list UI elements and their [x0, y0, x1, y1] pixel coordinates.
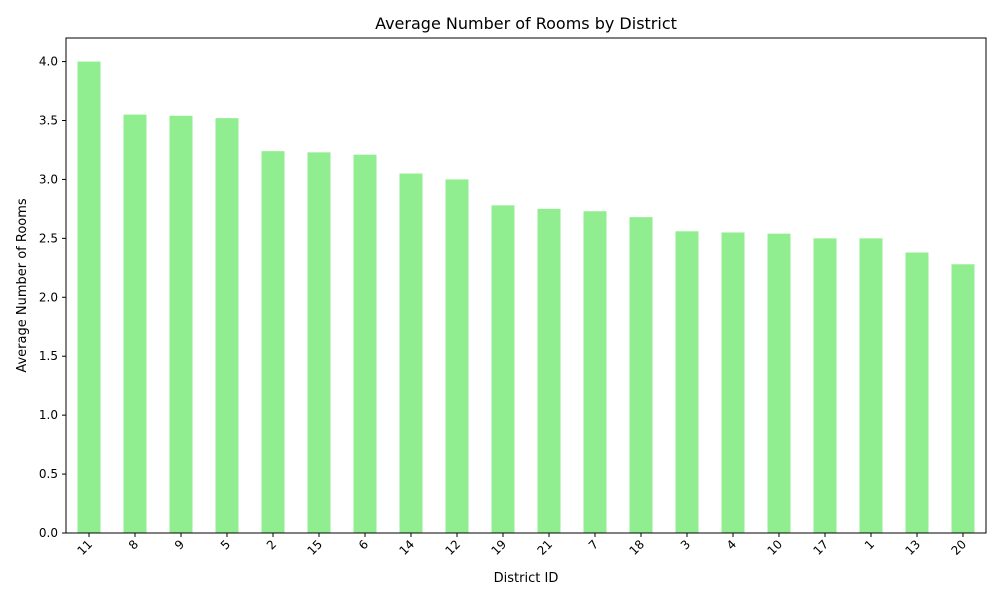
bar-district-7: [583, 211, 607, 533]
x-tick-label: 5: [218, 537, 233, 552]
y-tick-label: 2.5: [39, 231, 58, 245]
plot-frame: [65, 37, 987, 534]
y-axis-ticks: 0.0 0.5 1.0 1.5 2.0 2.5 3.0 3.5 4.0: [39, 55, 66, 540]
y-axis-label: Average Number of Rooms: [15, 198, 30, 373]
bar-district-5: [215, 118, 239, 534]
bar-district-9: [169, 115, 193, 534]
bar-district-3: [675, 231, 699, 534]
x-tick-label: 19: [488, 537, 509, 558]
x-tick-label: 8: [126, 537, 141, 552]
x-tick-label: 4: [724, 537, 739, 552]
x-tick-label: 9: [172, 537, 187, 552]
chart-title: Average Number of Rooms by District: [375, 14, 677, 33]
bar-district-12: [445, 179, 469, 533]
bar-district-14: [399, 173, 423, 534]
bar-district-21: [537, 208, 561, 533]
bar-district-11: [77, 61, 101, 533]
bar-district-19: [491, 205, 515, 533]
x-tick-label: 12: [442, 537, 463, 558]
y-tick-label: 4.0: [39, 55, 58, 69]
bar-district-4: [721, 232, 745, 533]
x-axis-ticks: 11 8 9 5 2 15 6 14 12 19 21 7 18 3 4 10 17 1 13 20: [74, 533, 969, 558]
x-tick-label: 18: [626, 537, 647, 558]
x-tick-label: 3: [678, 537, 693, 552]
bar-district-18: [629, 217, 653, 533]
y-tick-label: 3.0: [39, 172, 58, 186]
x-tick-label: 14: [396, 537, 417, 558]
bar-district-1: [859, 238, 883, 533]
x-tick-label: 21: [534, 537, 555, 558]
x-tick-label: 6: [356, 537, 371, 552]
bar-district-17: [813, 238, 837, 533]
x-tick-label: 10: [764, 537, 785, 558]
bar-district-10: [767, 233, 791, 533]
y-tick-label: 0.0: [39, 526, 58, 540]
y-tick-label: 0.5: [39, 467, 58, 481]
x-tick-label: 1: [862, 537, 877, 552]
x-tick-label: 15: [304, 537, 325, 558]
x-tick-label: 13: [902, 537, 923, 558]
x-tick-label: 17: [810, 537, 831, 558]
x-tick-label: 11: [74, 537, 95, 558]
x-tick-label: 7: [586, 537, 601, 552]
y-tick-label: 2.0: [39, 290, 58, 304]
y-tick-label: 1.5: [39, 349, 58, 363]
y-tick-label: 3.5: [39, 114, 58, 128]
y-tick-label: 1.0: [39, 408, 58, 422]
bar-district-13: [905, 252, 929, 533]
bar-district-8: [123, 114, 147, 533]
bars-group: [77, 61, 975, 534]
bar-district-2: [261, 151, 285, 533]
x-tick-label: 20: [948, 537, 969, 558]
x-axis-label: District ID: [494, 571, 559, 586]
bar-district-15: [307, 152, 331, 534]
x-tick-label: 2: [264, 537, 279, 552]
bar-district-6: [353, 154, 377, 533]
bar-district-20: [951, 264, 975, 533]
